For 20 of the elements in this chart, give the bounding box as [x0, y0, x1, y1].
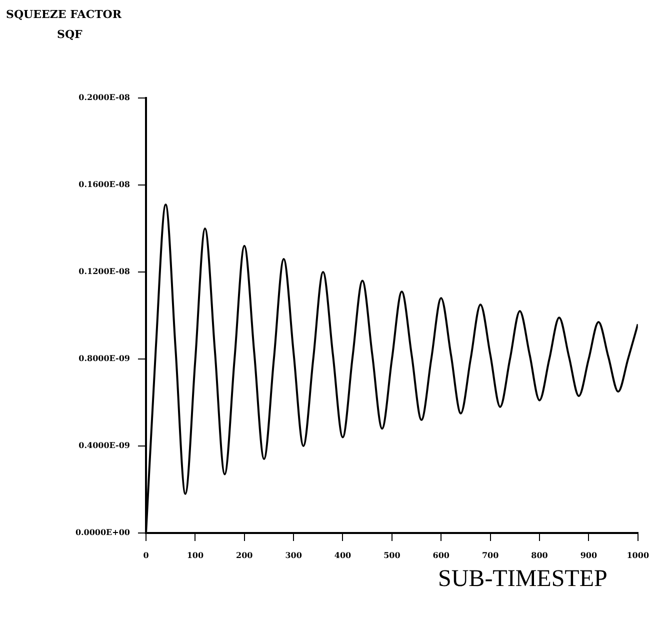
y-tick-label: 0.8000E-09 — [78, 353, 130, 364]
y-tick-label: 0.2000E-08 — [78, 92, 130, 102]
x-tick-label: 200 — [236, 550, 254, 560]
y-tick-label: 0.0000E+00 — [75, 527, 130, 538]
x-tick-label: 0 — [143, 550, 150, 560]
x-tick-label: 500 — [384, 550, 401, 560]
x-tick-label: 400 — [334, 550, 352, 560]
x-tick-label: 600 — [432, 550, 450, 560]
x-tick-label: 300 — [285, 550, 302, 560]
x-axis-title: SUB-TIMESTEP — [438, 566, 608, 593]
y-tick-label: 0.1600E-08 — [78, 179, 130, 190]
chart-title: SQUEEZE FACTOR — [6, 8, 122, 21]
y-tick-label: 0.1200E-08 — [78, 266, 130, 276]
x-tick-label: 100 — [186, 550, 204, 560]
x-tick-label: 900 — [580, 550, 598, 560]
y-tick-label: 0.4000E-09 — [78, 440, 130, 450]
x-tick-label: 800 — [531, 550, 548, 560]
chart-subtitle: SQF — [57, 28, 82, 41]
x-tick-label: 700 — [482, 550, 500, 560]
x-tick-label: 1000 — [626, 550, 650, 560]
